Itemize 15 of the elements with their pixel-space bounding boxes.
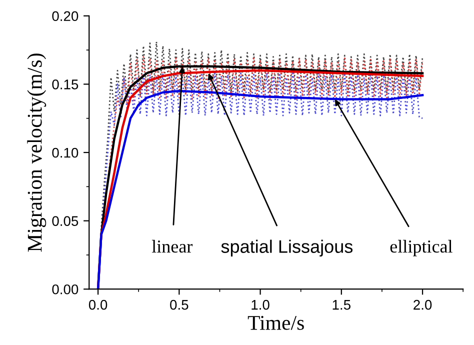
x-tick-label: 2.0 — [414, 300, 432, 310]
annotation: linear — [152, 240, 193, 253]
y-axis-title: Migration velocity(m/s) — [27, 54, 46, 252]
annotation: elliptical — [390, 240, 452, 256]
x-tick-label: 0.0 — [88, 300, 108, 310]
y-tick-label: 0.15 — [52, 80, 78, 90]
y-tick-label: 0.10 — [52, 148, 78, 158]
x-axis-title: Time/s — [248, 316, 304, 330]
y-tick-label: 0.00 — [52, 284, 78, 294]
y-tick-label: 0.20 — [52, 11, 78, 22]
x-tick-label: 1.5 — [332, 300, 350, 310]
annotation: spatial Lissajous — [221, 240, 353, 257]
y-tick-label: 0.05 — [52, 216, 78, 226]
x-tick-label: 0.5 — [170, 300, 188, 310]
x-tick-label: 1.0 — [252, 300, 270, 310]
